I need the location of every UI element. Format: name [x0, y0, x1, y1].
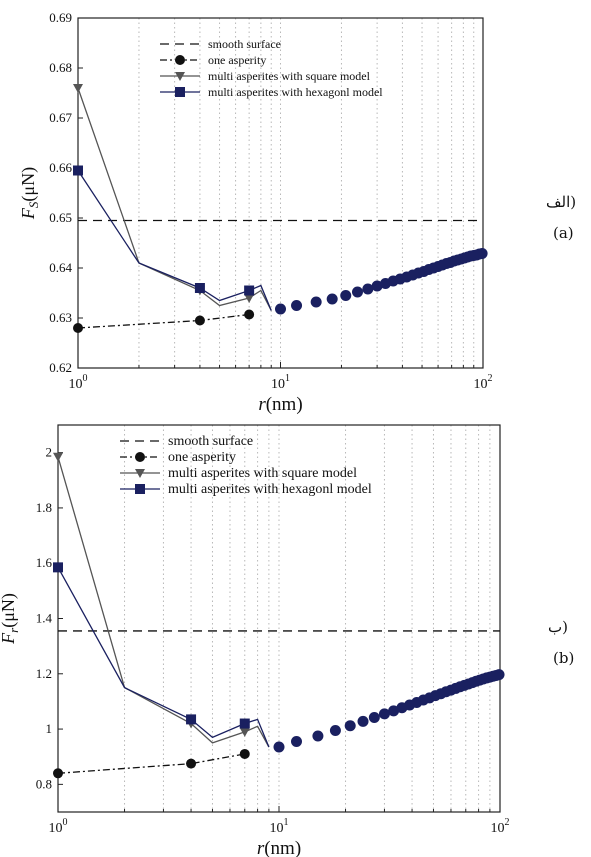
data-point: [351, 286, 363, 298]
legend-marker: [135, 484, 145, 494]
data-point: [362, 283, 374, 295]
x-tick-label: 100: [69, 373, 88, 392]
data-point: [275, 303, 286, 315]
data-point: [329, 724, 341, 736]
y-tick-label: 1: [46, 721, 53, 736]
data-point: [194, 283, 205, 293]
series-line: [77, 313, 250, 329]
series-multi-asperites-with-hexagonl-model: [53, 562, 270, 748]
x-tick-label: 101: [271, 373, 290, 392]
legend-marker: [175, 72, 185, 81]
data-point: [53, 452, 63, 462]
legend-label: multi asperites with square model: [208, 69, 371, 83]
series-extension: [275, 248, 488, 315]
data-point: [53, 562, 63, 573]
data-point: [244, 309, 255, 320]
x-tick-label: 102: [474, 373, 493, 392]
x-tick-label: 102: [491, 817, 510, 836]
y-tick-label: 0.67: [49, 110, 72, 125]
legend-label: smooth surface: [208, 37, 281, 51]
y-tick-label: 1.8: [36, 500, 52, 515]
y-tick-label: 1.6: [36, 555, 53, 570]
y-tick-label: 0.64: [49, 260, 72, 275]
panel-a-label: (a): [553, 224, 574, 242]
y-tick-label: 0.62: [49, 360, 72, 375]
data-point: [388, 705, 400, 717]
data-point: [340, 290, 352, 301]
data-point: [239, 718, 250, 729]
y-tick-label: 1.4: [36, 611, 53, 626]
data-point: [239, 748, 250, 759]
series-one-asperity: [53, 748, 250, 779]
legend-marker: [135, 469, 145, 478]
series-extension: [273, 669, 505, 753]
data-point: [73, 323, 83, 333]
data-point: [73, 84, 83, 93]
x-axis-label: r(nm): [257, 838, 301, 857]
data-point: [244, 294, 255, 303]
chart-panel-b: 0.8 1 1.2 1.4 1.6 1.8 2 100 101 102 r(nm) Fr(μN) smo…: [0, 424, 510, 857]
y-tick-label: 1.2: [36, 666, 52, 681]
data-point: [357, 715, 369, 727]
legend-label: smooth surface: [168, 434, 253, 449]
data-point: [312, 730, 324, 742]
legend: smooth surface one asperity multi asperite…: [160, 37, 383, 99]
series-line: [57, 753, 245, 774]
data-point: [326, 293, 338, 305]
x-tick-label: 101: [270, 817, 289, 836]
y-tick-label: 0.69: [49, 10, 72, 25]
data-point: [239, 727, 250, 737]
y-tick-label: 0.66: [49, 160, 72, 175]
panel-b-label: (b): [553, 649, 575, 667]
y-tick-label: 0.68: [49, 60, 72, 75]
data-point: [290, 736, 302, 748]
y-axis-label: FS(μN): [18, 167, 41, 220]
y-tick-label: 2: [46, 445, 53, 460]
legend-label: multi asperites with square model: [168, 466, 357, 481]
data-point: [194, 315, 205, 326]
series-one-asperity: [73, 309, 255, 333]
chart-panel-a: 0.62 0.63 0.64 0.65 0.66 0.67 0.68 0.69 100 101 10…: [18, 10, 493, 415]
data-point: [291, 300, 303, 311]
legend-marker: [175, 87, 185, 97]
data-point: [310, 296, 322, 308]
legend-label: multi asperites with hexagonl model: [208, 85, 383, 99]
data-point: [53, 768, 63, 779]
legend-label: multi asperites with hexagonl model: [168, 482, 372, 497]
data-point: [371, 280, 383, 292]
panel-b-label-arabic: (ب: [548, 618, 568, 636]
data-point: [493, 669, 505, 681]
data-point: [273, 741, 285, 753]
series-line: [77, 170, 272, 311]
data-point: [378, 708, 390, 720]
panel-a-label-arabic: (الف: [546, 193, 577, 211]
legend-marker: [175, 55, 185, 65]
data-point: [244, 285, 255, 296]
data-point: [186, 758, 197, 769]
series-multi-asperites-with-hexagonl-model: [73, 165, 272, 311]
x-axis-label: r(nm): [258, 394, 302, 415]
series-line: [57, 567, 270, 748]
data-point: [368, 711, 380, 723]
x-tick-label: 100: [49, 817, 68, 836]
y-axis-label: Fr(μN): [0, 593, 21, 645]
y-tick-label: 0.8: [36, 776, 52, 791]
legend-marker: [135, 452, 145, 462]
data-point: [476, 248, 488, 259]
legend-label: one asperity: [208, 53, 266, 67]
legend-label: one asperity: [168, 450, 236, 465]
y-tick-label: 0.65: [49, 210, 72, 225]
data-point: [186, 714, 197, 725]
y-tick-label: 0.63: [49, 310, 72, 325]
data-point: [73, 165, 83, 176]
data-point: [344, 720, 356, 732]
